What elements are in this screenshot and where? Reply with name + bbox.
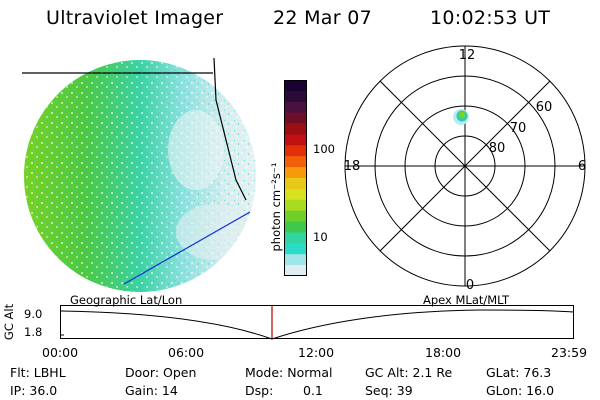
status-dsp-label: Dsp: — [245, 383, 274, 398]
polar-label-18: 18 — [344, 159, 361, 174]
colorbar-strip — [284, 80, 307, 92]
timeline-right-title: Apex MLat/MLT — [423, 293, 510, 307]
orbit-altitude-track — [60, 305, 574, 340]
colorbar-strip — [284, 243, 307, 255]
time-tick-0: 00:00 — [42, 345, 79, 360]
status-ip: IP: 36.0 — [10, 383, 58, 398]
colorbar-strip — [284, 199, 307, 212]
colorbar-strip — [284, 101, 307, 114]
colorbar-strip — [284, 167, 307, 179]
status-door: Door: Open — [125, 365, 197, 380]
status-gc-alt: GC Alt: 2.1 Re — [365, 365, 453, 380]
time-tick-1: 06:00 — [168, 345, 205, 360]
color-scale-bar — [284, 80, 307, 276]
colorbar-strip — [284, 254, 307, 266]
polar-label-60: 60 — [536, 100, 553, 115]
altitude-curve — [60, 309, 574, 340]
colorbar-strip — [284, 188, 307, 201]
status-filter: Flt: LBHL — [10, 365, 66, 380]
polar-label-6: 6 — [578, 159, 586, 174]
status-dsp-value: 0.1 — [303, 383, 323, 398]
instrument-title: Ultraviolet Imager — [46, 7, 224, 29]
timeline-tick-top: 9.0 — [24, 307, 43, 321]
colorbar-strip — [284, 156, 307, 168]
timeline-tick-bottom: 1.8 — [24, 325, 43, 339]
status-mode: Mode: Normal — [245, 365, 333, 380]
colorbar-strip — [284, 210, 307, 223]
colorbar-strip — [284, 112, 307, 125]
time-tick-2: 12:00 — [298, 345, 335, 360]
colorbar-strip — [284, 134, 307, 146]
colorbar-tick-10: 10 — [313, 230, 328, 244]
observation-date: 22 Mar 07 — [273, 7, 372, 29]
coastline-segment — [123, 211, 251, 285]
status-gain: Gain: 14 — [125, 383, 178, 398]
status-glon: GLon: 16.0 — [486, 383, 555, 398]
polar-label-80: 80 — [489, 141, 506, 156]
colorbar-strip — [284, 221, 307, 234]
polar-label-70: 70 — [510, 121, 527, 136]
polar-plot: 12 0 18 6 60 70 80 — [344, 45, 586, 293]
timeline-left-title: Geographic Lat/Lon — [70, 293, 183, 307]
colorbar-unit-label: photon cm⁻²s⁻¹ — [269, 162, 283, 252]
terminator-line — [213, 57, 247, 201]
polar-label-0: 0 — [466, 278, 474, 293]
colorbar-strip — [284, 145, 307, 157]
colorbar-strip — [284, 90, 307, 103]
status-glat: GLat: 76.3 — [486, 365, 552, 380]
colorbar-tick-100: 100 — [313, 142, 335, 156]
earth-disc — [24, 60, 256, 292]
polar-label-12: 12 — [459, 48, 476, 63]
colorbar-strip — [284, 123, 307, 136]
observation-time: 10:02:53 UT — [430, 7, 551, 29]
status-sequence: Seq: 39 — [365, 383, 413, 398]
polar-diagonal-b — [379, 80, 551, 252]
auroral-spot — [453, 109, 469, 125]
time-tick-3: 18:00 — [425, 345, 462, 360]
colorbar-strip — [284, 232, 307, 244]
time-tick-4: 23:59 — [551, 345, 588, 360]
colorbar-strip — [284, 265, 307, 276]
colorbar-strip — [284, 178, 307, 190]
timeline-y-axis-label: GC Alt — [2, 303, 16, 341]
